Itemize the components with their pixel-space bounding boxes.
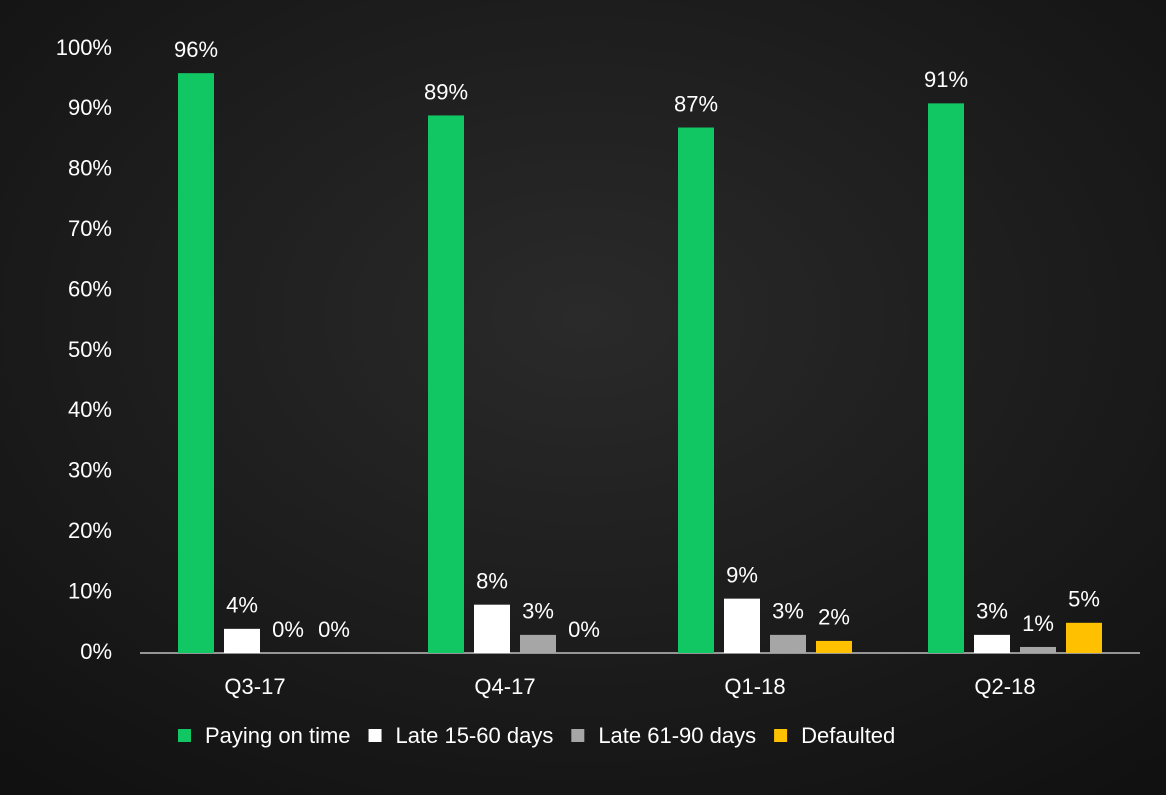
data-label: 0% [272,617,304,642]
bar [474,604,510,653]
data-label: 2% [818,605,850,630]
x-tick-label: Q4-17 [474,674,535,699]
y-tick-label: 60% [68,276,112,301]
data-label: 89% [424,79,468,104]
x-tick-label: Q1-18 [724,674,785,699]
data-label: 96% [174,37,218,62]
legend-swatch [178,729,191,742]
data-label: 3% [522,599,554,624]
bar [520,634,556,653]
data-label: 0% [568,617,600,642]
legend-label: Paying on time [205,723,351,748]
y-tick-label: 0% [80,639,112,664]
data-label: 5% [1068,587,1100,612]
y-tick-label: 70% [68,216,112,241]
data-label: 8% [476,568,508,593]
bar [678,127,714,653]
y-tick-label: 100% [56,35,112,60]
data-label: 3% [772,599,804,624]
legend-label: Defaulted [801,723,895,748]
data-label: 3% [976,599,1008,624]
bar [816,640,852,653]
bar [928,103,964,654]
data-label: 9% [726,562,758,587]
legend-swatch [368,729,382,742]
y-tick-label: 20% [68,518,112,543]
y-tick-label: 90% [68,95,112,120]
data-label: 87% [674,91,718,116]
bar [724,598,760,653]
legend-swatch [571,729,585,742]
bar [224,628,260,653]
data-label: 0% [318,617,350,642]
y-tick-label: 10% [68,578,112,603]
legend-label: Late 15-60 days [396,723,554,748]
bar [974,634,1010,653]
y-tick-label: 80% [68,156,112,181]
data-label: 91% [924,67,968,92]
x-tick-label: Q3-17 [224,674,285,699]
bar [770,634,806,653]
bar [178,73,214,653]
y-tick-label: 30% [68,458,112,483]
y-tick-label: 50% [68,337,112,362]
data-label: 4% [226,593,258,618]
data-label: 1% [1022,611,1054,636]
legend-swatch [774,729,788,742]
x-tick-label: Q2-18 [974,674,1035,699]
legend-label: Late 61-90 days [598,723,756,748]
bar [428,115,464,653]
y-tick-label: 40% [68,397,112,422]
bar [1020,646,1056,653]
bar [1066,622,1102,653]
